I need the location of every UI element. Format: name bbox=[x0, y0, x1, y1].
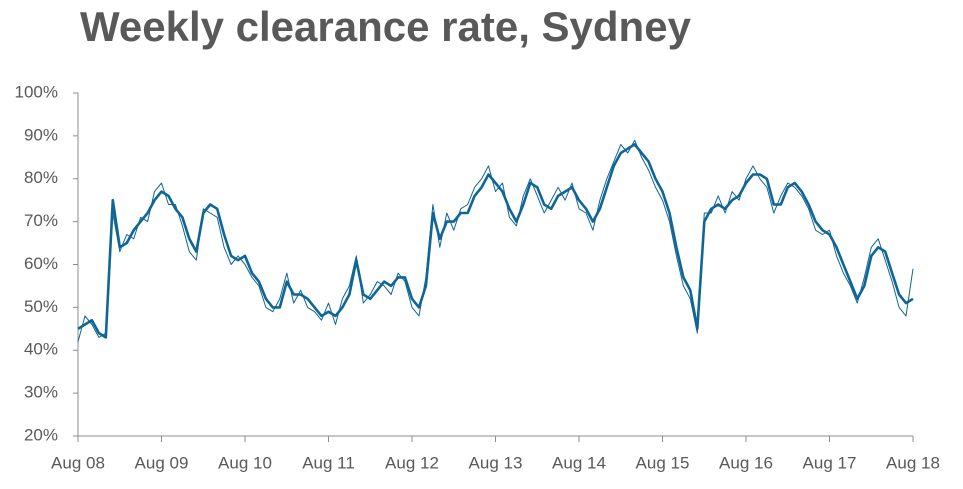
x-tick-label: Aug 09 bbox=[135, 453, 189, 472]
y-tick-label: 30% bbox=[24, 383, 58, 402]
x-tick-label: Aug 14 bbox=[552, 453, 606, 472]
x-tick-label: Aug 13 bbox=[469, 453, 523, 472]
y-tick-label: 40% bbox=[24, 340, 58, 359]
x-tick-label: Aug 16 bbox=[719, 453, 773, 472]
x-tick-label: Aug 15 bbox=[636, 453, 690, 472]
y-tick-label: 60% bbox=[24, 254, 58, 273]
y-tick-label: 20% bbox=[24, 425, 58, 444]
y-tick-label: 70% bbox=[24, 211, 58, 230]
chart-title: Weekly clearance rate, Sydney bbox=[80, 3, 692, 50]
y-tick-label: 80% bbox=[24, 168, 58, 187]
series-line bbox=[77, 143, 914, 339]
x-tick-label: Aug 18 bbox=[886, 453, 940, 472]
x-tick-label: Aug 08 bbox=[51, 453, 105, 472]
x-tick-label: Aug 17 bbox=[803, 453, 857, 472]
x-tick-label: Aug 10 bbox=[218, 453, 272, 472]
y-tick-label: 90% bbox=[24, 125, 58, 144]
x-tick-label: Aug 11 bbox=[302, 453, 355, 472]
x-tick-label: Aug 12 bbox=[385, 453, 439, 472]
y-tick-label: 100% bbox=[15, 82, 58, 101]
y-tick-label: 50% bbox=[24, 297, 58, 316]
series-line bbox=[77, 139, 914, 342]
